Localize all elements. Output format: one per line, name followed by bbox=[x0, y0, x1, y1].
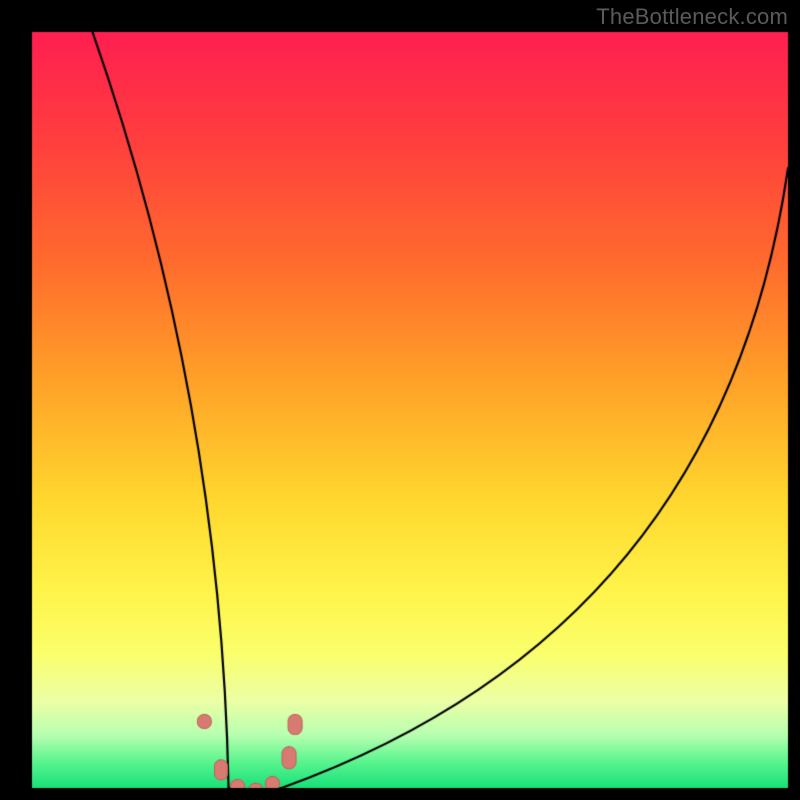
watermark-text: TheBottleneck.com bbox=[596, 4, 788, 30]
bottleneck-chart bbox=[0, 0, 800, 800]
